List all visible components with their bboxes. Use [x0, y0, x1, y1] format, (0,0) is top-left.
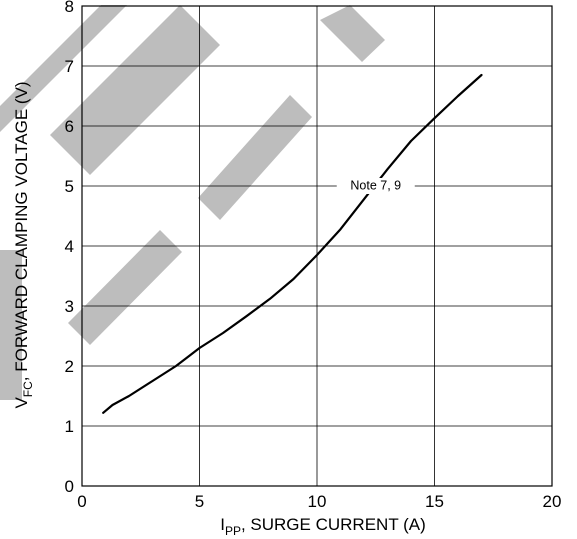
x-tick-label: 0	[77, 492, 86, 511]
x-tick-label: 20	[543, 492, 562, 511]
annotation-text: Note 7, 9	[350, 178, 401, 192]
y-tick-label: 7	[65, 57, 74, 76]
annotation-note: Note 7, 9	[336, 178, 415, 194]
watermark-stroke	[320, 5, 385, 62]
x-tick-label: 10	[308, 492, 327, 511]
watermark-stroke	[0, 5, 127, 132]
y-tick-labels: 0 1 2 3 4 5 6 7 8	[65, 0, 74, 496]
y-axis-title-rest: , FORWARD CLAMPING VOLTAGE (V)	[12, 81, 31, 381]
x-tick-label: 5	[195, 492, 204, 511]
x-axis-title-main: I	[220, 515, 225, 534]
y-tick-label: 5	[65, 177, 74, 196]
y-axis-title: VFC, FORWARD CLAMPING VOLTAGE (V)	[12, 81, 35, 408]
watermark-stroke	[50, 5, 220, 175]
y-tick-label: 0	[65, 477, 74, 496]
x-axis-title: IPP, SURGE CURRENT (A)	[220, 515, 426, 538]
y-tick-label: 4	[65, 237, 74, 256]
annotation-background	[336, 178, 415, 194]
x-tick-label: 15	[425, 492, 444, 511]
x-tick-labels: 0 5 10 15 20	[77, 492, 561, 511]
y-axis-title-main: V	[12, 397, 31, 409]
x-axis-title-sub: PP	[225, 524, 241, 538]
y-tick-label: 3	[65, 297, 74, 316]
y-tick-label: 8	[65, 0, 74, 16]
watermark-stroke	[68, 230, 182, 345]
y-axis-title-sub: FC	[21, 381, 35, 397]
watermark-stroke	[0, 250, 22, 400]
watermark-stroke	[198, 95, 312, 220]
x-axis-title-rest: , SURGE CURRENT (A)	[241, 515, 426, 534]
series-line	[102, 73, 483, 414]
y-tick-label: 1	[65, 417, 74, 436]
plot-frame	[81, 5, 553, 487]
y-tick-label: 6	[65, 117, 74, 136]
y-tick-label: 2	[65, 357, 74, 376]
grid	[82, 6, 552, 486]
watermark-logo	[0, 5, 385, 400]
